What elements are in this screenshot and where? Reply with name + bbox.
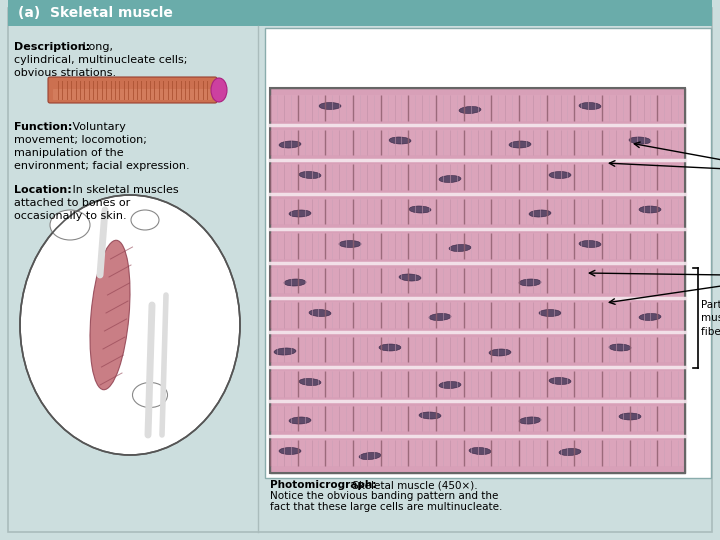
Ellipse shape (211, 78, 227, 102)
Bar (270, 199, 685, 224)
Ellipse shape (409, 206, 431, 213)
Ellipse shape (519, 279, 541, 286)
Ellipse shape (549, 377, 571, 384)
Ellipse shape (309, 309, 331, 316)
Text: manipulation of the: manipulation of the (14, 148, 124, 158)
Bar (270, 88, 685, 473)
Bar (270, 406, 685, 431)
Ellipse shape (389, 137, 411, 144)
Text: environment; facial expression.: environment; facial expression. (14, 161, 189, 171)
Text: Part of
muscle
fiber (cell): Part of muscle fiber (cell) (701, 300, 720, 336)
Ellipse shape (20, 195, 240, 455)
Text: movement; locomotion;: movement; locomotion; (14, 135, 147, 145)
Bar (265, 28, 711, 478)
Ellipse shape (639, 314, 661, 321)
Text: obvious striations.: obvious striations. (14, 68, 116, 78)
Text: fact that these large cells are multinucleate.: fact that these large cells are multinuc… (270, 502, 503, 512)
Ellipse shape (279, 141, 301, 148)
Ellipse shape (539, 309, 561, 316)
Bar (8, 0, 712, 26)
Ellipse shape (439, 176, 461, 183)
Ellipse shape (629, 137, 651, 144)
Ellipse shape (459, 106, 481, 113)
Ellipse shape (319, 103, 341, 110)
Ellipse shape (489, 349, 511, 356)
Ellipse shape (609, 344, 631, 351)
Ellipse shape (289, 210, 311, 217)
Text: attached to bones or: attached to bones or (14, 198, 130, 208)
Text: cylindrical, multinucleate cells;: cylindrical, multinucleate cells; (14, 55, 187, 65)
Ellipse shape (279, 448, 301, 455)
Ellipse shape (579, 240, 601, 247)
Text: Function:: Function: (14, 122, 73, 132)
Ellipse shape (559, 448, 581, 456)
Ellipse shape (274, 348, 296, 355)
Bar (270, 96, 685, 120)
Text: Location:: Location: (14, 185, 72, 195)
Bar (270, 268, 685, 293)
Text: (a)  Skeletal muscle: (a) Skeletal muscle (18, 6, 173, 20)
Ellipse shape (90, 240, 130, 390)
Ellipse shape (639, 206, 661, 213)
Ellipse shape (289, 417, 311, 424)
Ellipse shape (50, 210, 90, 240)
Ellipse shape (579, 103, 601, 110)
Ellipse shape (284, 279, 306, 286)
Ellipse shape (469, 448, 491, 455)
Ellipse shape (379, 344, 401, 351)
Ellipse shape (419, 412, 441, 419)
Ellipse shape (299, 379, 321, 386)
Text: Long,: Long, (79, 42, 113, 52)
FancyBboxPatch shape (53, 89, 212, 100)
Ellipse shape (619, 413, 641, 420)
Text: Notice the obvious banding pattern and the: Notice the obvious banding pattern and t… (270, 491, 498, 501)
Bar (270, 233, 685, 259)
Ellipse shape (399, 274, 421, 281)
Ellipse shape (359, 453, 381, 460)
Ellipse shape (529, 210, 551, 217)
Bar (270, 164, 685, 190)
Text: In skeletal muscles: In skeletal muscles (69, 185, 179, 195)
Ellipse shape (132, 382, 168, 408)
Bar (270, 130, 685, 155)
Ellipse shape (131, 210, 159, 230)
Bar (270, 88, 685, 473)
Ellipse shape (299, 172, 321, 179)
Text: Description:: Description: (14, 42, 90, 52)
Ellipse shape (519, 417, 541, 424)
Ellipse shape (339, 240, 361, 247)
Text: occasionally to skin.: occasionally to skin. (14, 211, 127, 221)
Text: Voluntary: Voluntary (69, 122, 126, 132)
Ellipse shape (449, 245, 471, 252)
Bar (270, 337, 685, 362)
Bar (270, 302, 685, 328)
Ellipse shape (439, 381, 461, 388)
Bar (270, 441, 685, 465)
Ellipse shape (549, 172, 571, 179)
Ellipse shape (509, 141, 531, 148)
Ellipse shape (429, 313, 451, 321)
Text: Skeletal muscle (450×).: Skeletal muscle (450×). (349, 480, 477, 490)
FancyBboxPatch shape (48, 77, 217, 103)
Bar (270, 372, 685, 396)
Text: Photomicrograph:: Photomicrograph: (270, 480, 377, 490)
